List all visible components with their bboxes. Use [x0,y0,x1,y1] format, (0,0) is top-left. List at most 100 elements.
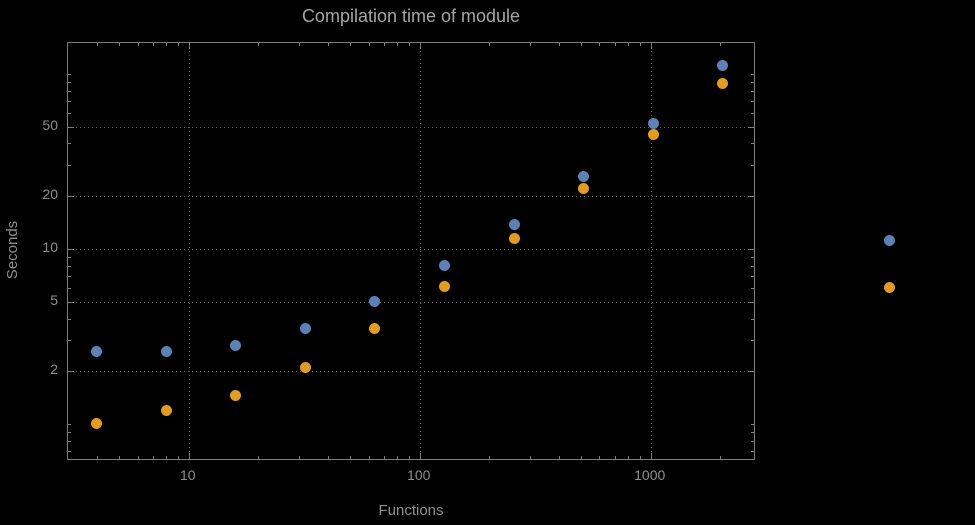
y-minor-tick [68,340,71,342]
y-minor-tick [751,81,754,83]
x-tick-label: 1000 [634,467,666,483]
y-minor-tick [751,143,754,145]
y-minor-tick [68,440,71,442]
y-tick-label: 50 [42,116,58,133]
y-gridline [68,371,754,373]
legend [884,235,895,295]
data-point [717,78,729,90]
x-tick [188,43,190,49]
data-point [508,233,520,245]
x-minor-tick [166,43,168,46]
x-minor-tick [178,456,180,459]
x-minor-tick [152,43,154,46]
plot-area [67,42,755,460]
x-minor-tick [489,456,491,459]
y-minor-tick [68,112,71,114]
y-minor-tick [68,275,71,277]
y-minor-tick [751,112,754,114]
x-minor-tick [298,456,300,459]
y-gridline [68,301,754,303]
data-point [647,129,659,141]
x-minor-tick [599,456,601,459]
data-point [439,280,450,292]
data-point [230,340,242,352]
x-tick-label: 10 [179,467,196,483]
x-minor-tick [368,456,370,459]
x-minor-tick [383,456,385,459]
data-point [578,183,590,195]
x-tick [419,43,421,49]
x-minor-tick [628,43,630,46]
x-tick [419,453,421,459]
y-tick [68,196,74,198]
x-gridline [650,43,652,459]
x-minor-tick [119,43,121,46]
data-point [91,418,103,430]
y-tick-label: 2 [50,361,58,378]
x-minor-tick [409,43,411,46]
x-minor-tick [489,43,491,46]
x-minor-tick [397,456,399,459]
y-tick [748,126,754,128]
y-tick [68,248,74,250]
y-minor-tick [751,265,754,267]
y-minor-tick [68,431,71,433]
x-minor-tick [327,456,329,459]
y-minor-tick [68,318,71,320]
x-minor-tick [409,456,411,459]
data-point [299,361,311,373]
y-gridline [68,196,754,198]
x-minor-tick [119,456,121,459]
x-minor-tick [298,43,300,46]
x-minor-tick [397,43,399,46]
x-minor-tick [178,43,180,46]
x-tick [188,453,190,459]
y-minor-tick [751,256,754,258]
x-minor-tick [137,43,139,46]
x-minor-tick [96,43,98,46]
x-axis-label: Functions [378,502,444,519]
y-gridline [68,248,754,250]
y-tick [748,196,754,198]
y-tick [68,371,74,373]
x-minor-tick [614,43,616,46]
y-minor-tick [751,73,754,75]
y-minor-tick [751,340,754,342]
y-minor-tick [751,90,754,92]
y-tick [748,371,754,373]
legend-marker-dot [884,282,895,293]
x-minor-tick [327,43,329,46]
y-tick [748,301,754,303]
y-minor-tick [68,73,71,75]
data-point [508,218,520,230]
x-minor-tick [529,43,531,46]
y-minor-tick [751,440,754,442]
x-minor-tick [628,456,630,459]
x-minor-tick [383,43,385,46]
x-minor-tick [137,456,139,459]
y-minor-tick [751,165,754,167]
x-minor-tick [350,43,352,46]
y-minor-tick [68,100,71,102]
data-point [717,59,729,71]
data-point [439,260,450,272]
y-minor-tick [68,165,71,167]
x-minor-tick [368,43,370,46]
chart-title: Compilation time of module [301,6,521,26]
data-point [299,323,311,335]
x-tick [650,453,652,459]
y-minor-tick [751,100,754,102]
y-gridline [68,126,754,128]
x-minor-tick [581,43,583,46]
y-tick [68,301,74,303]
y-minor-tick [751,423,754,425]
data-point [369,296,381,308]
y-minor-tick [68,423,71,425]
x-tick [650,43,652,49]
y-minor-tick [68,450,71,452]
y-minor-tick [751,450,754,452]
x-minor-tick [166,456,168,459]
x-minor-tick [599,43,601,46]
data-point [647,118,659,130]
y-tick-label: 10 [42,238,58,255]
